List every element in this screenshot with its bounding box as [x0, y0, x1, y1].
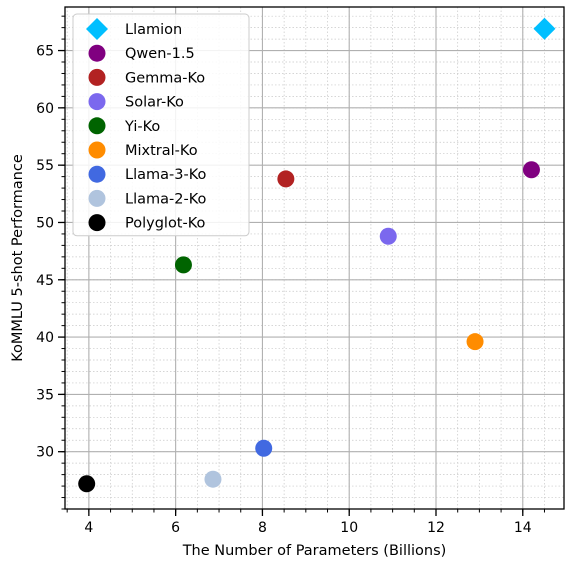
x-tick-label: 10 [340, 520, 358, 536]
legend-label: Mixtral-Ko [125, 143, 198, 159]
legend-label: Polyglot-Ko [125, 216, 206, 232]
x-tick-label: 12 [427, 520, 445, 536]
data-point-yi-ko [174, 256, 192, 274]
axis-ticks [58, 15, 545, 516]
data-point-mixtral-ko [466, 333, 484, 351]
y-tick-label: 60 [36, 101, 54, 117]
data-point-llama-2-ko [204, 470, 222, 488]
y-tick-label: 55 [36, 158, 54, 174]
legend-label: Yi-Ko [124, 119, 160, 135]
y-tick-label: 45 [36, 273, 54, 289]
y-tick-label: 65 [36, 44, 54, 60]
y-tick-label: 50 [36, 215, 54, 231]
legend-label: Gemma-Ko [125, 70, 205, 86]
legend-marker-llamion [86, 18, 108, 40]
y-tick-label: 35 [36, 387, 54, 403]
x-tick-label: 4 [84, 520, 93, 536]
x-tick-labels: 4 6 8 10 12 14 [84, 520, 531, 536]
legend-label: Llamion [125, 22, 182, 38]
data-point-solar-ko [379, 227, 397, 245]
data-point-polyglot-ko [78, 475, 96, 493]
legend-marker-mixtral-ko [88, 141, 106, 159]
legend: Llamion Qwen-1.5 Gemma-Ko Solar-Ko Yi-Ko Mixt… [72, 13, 250, 237]
y-tick-labels: 30 35 40 45 50 55 60 65 [36, 44, 54, 461]
legend-marker-qwen-1-5 [88, 44, 106, 62]
x-tick-label: 6 [171, 520, 180, 536]
legend-marker-yi-ko [88, 117, 106, 135]
data-point-llamion [533, 17, 556, 40]
y-axis-title: KoMMLU 5-shot Performance [10, 154, 26, 362]
x-axis-title: The Number of Parameters (Billions) [182, 543, 447, 559]
legend-label: Qwen-1.5 [125, 46, 195, 62]
legend-marker-gemma-ko [88, 68, 106, 86]
x-tick-label: 8 [258, 520, 267, 536]
plot-frame [64, 6, 565, 510]
legend-marker-llama-2-ko [88, 189, 106, 207]
legend-label: Solar-Ko [125, 95, 184, 111]
legend-marker-llama-3-ko [88, 165, 106, 183]
y-tick-label: 30 [36, 445, 54, 461]
legend-marker-solar-ko [88, 93, 106, 111]
legend-box [72, 13, 250, 237]
legend-label: Llama-2-Ko [125, 191, 206, 207]
x-tick-label: 14 [514, 520, 532, 536]
legend-label: Llama-3-Ko [125, 167, 206, 183]
data-point-llama-3-ko [255, 439, 273, 457]
data-point-qwen-1-5 [522, 161, 540, 179]
data-point-gemma-ko [277, 170, 295, 188]
y-tick-label: 40 [36, 330, 54, 346]
data-points [78, 17, 556, 493]
legend-marker-polyglot-ko [88, 214, 106, 232]
